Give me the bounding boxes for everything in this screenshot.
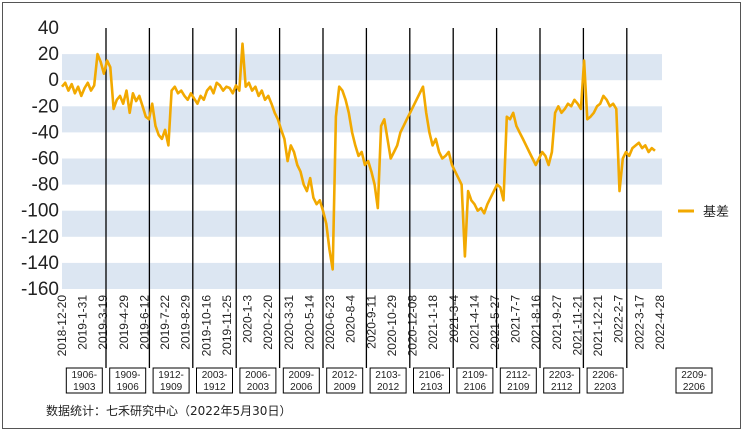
- x-tick-label: 2018-12-20: [55, 295, 69, 357]
- source-note: 数据统计：七禾研究中心（2022年5月30日）: [46, 404, 292, 418]
- contract-box: [65, 367, 103, 394]
- x-tick-label: 2021-7-7: [509, 295, 523, 343]
- contract-box-bottom-label: 2006: [290, 382, 313, 393]
- contract-box: [326, 367, 364, 394]
- x-tick-label: 2019-10-16: [199, 295, 213, 357]
- contract-box-bottom-label: 2012: [377, 382, 400, 393]
- x-tick-label: 2020-3-31: [282, 295, 296, 350]
- contract-box-top-label: 2109-: [462, 370, 488, 381]
- y-tick-label: -80: [32, 175, 59, 196]
- basis-series-line: [60, 42, 656, 271]
- y-tick-label: -140: [21, 253, 59, 274]
- x-tick-label: 2020-12-08: [406, 295, 420, 357]
- contract-box-bottom-label: 1906: [117, 382, 140, 393]
- x-tick-label: 2022-4-28: [653, 295, 667, 350]
- grid-band: [62, 262, 662, 289]
- contract-box-top-label: 1912-: [158, 370, 184, 381]
- x-tick-label: 2019-6-12: [137, 295, 151, 350]
- y-tick-label: -60: [32, 149, 59, 170]
- x-tick-label: 2021-12-21: [591, 295, 605, 357]
- chart-frame: [2, 2, 741, 429]
- contract-box: [282, 367, 320, 394]
- x-tick-label: 2019-7-22: [158, 295, 172, 350]
- x-tick-label: 2020-2-20: [261, 295, 275, 350]
- contract-box-top-label: 2106-: [419, 370, 445, 381]
- x-tick-label: 2020-8-4: [344, 295, 358, 343]
- x-tick-label: 2020-1-3: [241, 295, 255, 343]
- contract-box-top-label: 2103-: [375, 370, 401, 381]
- contract-box-bottom-label: 2203: [594, 382, 617, 393]
- contract-box-top-label: 2003-: [202, 370, 228, 381]
- y-tick-label: 20: [38, 44, 59, 65]
- grid-band: [62, 54, 662, 81]
- contract-box: [543, 367, 581, 394]
- y-tick-label: -40: [32, 122, 59, 143]
- y-tick-label: -160: [21, 279, 59, 300]
- x-tick-label: 2019-3-19: [96, 295, 110, 350]
- x-tick-label: 2021-9-27: [550, 295, 564, 350]
- x-tick-label: 2022-2-7: [612, 295, 626, 343]
- contract-box: [239, 367, 277, 394]
- x-tick-label: 2019-11-25: [220, 295, 234, 356]
- contract-box-bottom-label: 2009: [334, 382, 357, 393]
- x-tick-label: 2021-5-27: [488, 295, 502, 350]
- contract-box-top-label: 2209-: [681, 370, 707, 381]
- x-tick-label: 2021-11-21: [570, 295, 584, 356]
- contract-box: [196, 367, 233, 394]
- contract-box: [456, 367, 494, 394]
- contract-box: [675, 367, 713, 394]
- contract-box-top-label: 1909-: [115, 370, 141, 381]
- y-tick-label: 0: [48, 70, 59, 91]
- contract-box-bottom-label: 2112: [551, 382, 573, 393]
- grid-band: [62, 210, 662, 237]
- x-tick-label: 2020-9-11: [364, 295, 378, 349]
- contract-box-top-label: 2012-: [332, 370, 358, 381]
- contract-box-top-label: 2112-: [506, 370, 531, 381]
- contract-box: [586, 367, 624, 394]
- x-tick-label: 2021-8-16: [529, 295, 543, 350]
- contract-box-top-label: 2009-: [289, 370, 315, 381]
- contract-box: [413, 367, 450, 394]
- contract-box-top-label: 1906-: [72, 370, 98, 381]
- contract-box: [152, 367, 190, 394]
- contract-box: [499, 367, 537, 394]
- contract-box-bottom-label: 1903: [73, 382, 96, 393]
- contract-box-bottom-label: 1909: [160, 382, 183, 393]
- y-tick-label: 40: [38, 18, 59, 39]
- x-tick-label: 2019-1-31: [76, 295, 90, 350]
- contract-box-bottom-label: 2109: [507, 382, 530, 393]
- x-tick-label: 2021-4-14: [467, 295, 481, 350]
- contract-box-bottom-label: 1912: [203, 382, 226, 393]
- y-tick-label: -120: [21, 227, 59, 248]
- x-tick-label: 2021-1-18: [426, 295, 440, 350]
- contract-box-bottom-label: 2206: [683, 382, 706, 393]
- y-tick-label: -100: [21, 201, 59, 222]
- legend-label: 基差: [703, 205, 729, 220]
- x-tick-label: 2020-5-14: [302, 295, 316, 350]
- x-tick-label: 2022-3-17: [632, 295, 646, 350]
- contract-box: [109, 367, 147, 394]
- x-tick-label: 2020-6-23: [323, 295, 337, 350]
- grid-band: [62, 158, 662, 185]
- contract-box-bottom-label: 2003: [247, 382, 270, 393]
- contract-box-bottom-label: 2103: [420, 382, 443, 393]
- contract-box: [369, 367, 407, 394]
- contract-box-bottom-label: 2106: [464, 382, 487, 393]
- contract-box-top-label: 2006-: [245, 370, 271, 381]
- x-tick-label: 2019-4-29: [117, 295, 131, 350]
- x-tick-label: 2020-10-29: [385, 295, 399, 357]
- contract-box-top-label: 2206-: [592, 370, 618, 381]
- y-tick-label: -20: [32, 96, 59, 117]
- x-tick-label: 2019-8-29: [179, 295, 193, 350]
- contract-box-top-label: 2203-: [549, 370, 575, 381]
